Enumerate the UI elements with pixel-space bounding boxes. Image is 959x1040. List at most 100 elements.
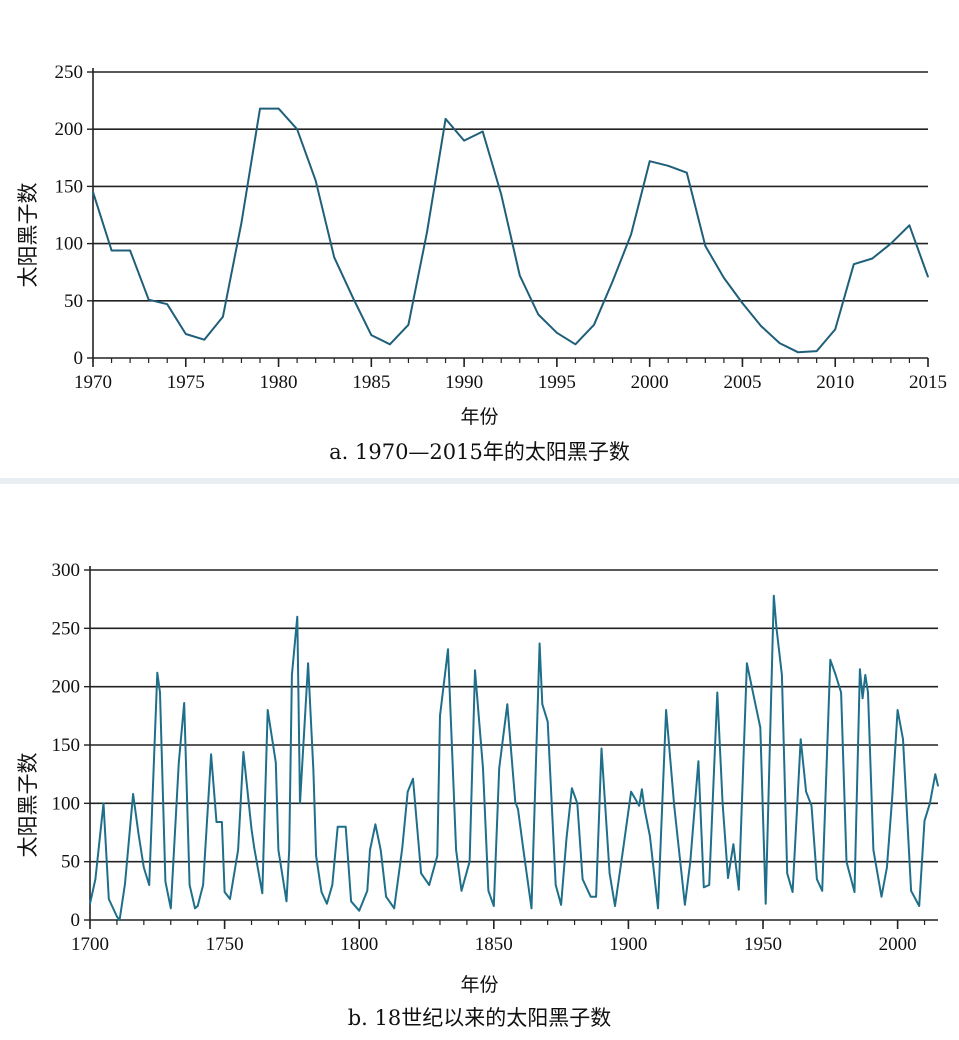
chart-b-data-point [420,872,422,875]
chart-b-data-point [891,796,894,799]
chart-b-data-point [143,866,145,869]
chart-b-data-point [385,895,387,898]
chart-b-data-point [196,905,199,907]
chart-b-ytick-label: 200 [52,677,81,698]
chart-b-data-point [614,905,616,907]
chart-b-xtick-label: 1700 [71,934,109,955]
chart-b-data-point [366,890,369,892]
chart-b-xtick-label: 1950 [744,934,782,955]
chart-a-data-point [537,313,540,316]
chart-b-ytick-label: 50 [61,852,80,873]
chart-b-data-point [595,895,597,898]
chart-a-ytick-label: 100 [55,234,84,255]
chart-a-xtick-label: 1995 [538,372,576,393]
chart-b-data-point [266,709,269,711]
chart-b-data-point [622,849,624,851]
chart-a-data-point [147,298,150,301]
chart-b-data-point [657,907,659,910]
chart-b-data-point [886,866,888,869]
chart-b-data-point [816,878,818,880]
chart-a-ytick-label: 150 [55,176,84,197]
chart-b-ylabel: 太阳黑子数 [16,752,40,858]
chart-a-data-point [444,118,447,120]
chart-a-data-point [351,296,354,299]
chart-b-data-point [697,760,700,763]
chart-a-data-point [333,256,336,259]
chart-b-data-point [169,907,172,910]
chart-a-data-point [871,257,874,260]
chart-b-data-point [132,793,134,795]
chart-b-data-point [689,860,692,863]
chart-b-xtick-label: 1750 [206,934,244,955]
chart-b-data-point [896,709,899,711]
chart-a-data-point [500,193,503,196]
chart-b-data-point [759,726,762,729]
chart-a-data-point [704,245,707,247]
chart-b-data-point [274,761,277,764]
chart-a-data-point [166,303,169,306]
chart-b-data-point [821,890,824,892]
chart-b-series-line [89,594,939,921]
chart-b-ytick-label: 300 [52,560,81,581]
chart-b-data-point [108,898,110,900]
chart-b-data-point [910,890,912,892]
chart-b-data-point [665,709,667,711]
chart-b-data-point [772,594,775,597]
chart-b-data-point [630,790,632,793]
chart-b-data-point [834,674,837,676]
chart-a-data-point [277,107,280,110]
chart-b-svg: 0 50 100 150 200 250 300 1700 1750 1800 1850 1900 19… [52,560,939,955]
chart-b-data-point [210,753,212,756]
chart-b-data-point [89,902,91,905]
chart-b-data-point [331,884,334,886]
chart-b-data-point [468,860,471,863]
chart-b-data-point [571,787,573,789]
chart-b-data-point [164,880,167,883]
chart-a-data-point [184,333,187,335]
chart-b-data-point [237,849,239,851]
chart-a-ytick-label: 200 [55,119,84,140]
chart-b-data-point [326,902,328,905]
chart-b-data-point [576,802,579,805]
chart-a-data-point [890,242,892,245]
chart-a-ytick-label: 0 [74,348,84,369]
chart-b-data-point [546,720,549,723]
chart-a-data-point [389,343,391,346]
chart-a-data-point [723,277,725,279]
chart-a-xtick-label: 2005 [723,372,761,393]
chart-b-data-point [517,808,519,810]
chart-a-xtick-label: 2010 [816,372,854,393]
chart-b-data-point [124,883,126,885]
chart-a-data-point [203,338,206,341]
chart-b-data-point [406,790,409,793]
chart-a-data-point [630,233,632,236]
chart-a-data-point [778,342,781,344]
chart-b-data-point [810,804,813,807]
chart-a: 0 50 100 150 200 250 1970 1975 1980 1985 1990 1995 2… [0,0,959,490]
chart-b-data-point [358,909,361,912]
chart-a-svg: 0 50 100 150 200 250 1970 1975 1980 1985 1990 1995 2… [55,62,948,393]
chart-b-data-point [285,900,288,903]
chart-b-data-point [148,884,151,886]
chart-b-data-point [188,884,191,886]
chart-b-data-point [530,907,533,910]
chart-a-caption: a. 1970—2015年的太阳黑子数 [329,440,630,464]
chart-b-data-point [923,820,926,822]
chart-b-data-point [732,843,735,845]
chart-b-data-point [336,825,339,828]
chart-b-data-point [482,767,484,770]
chart-a-data-point [927,275,929,278]
chart-b-data-point [350,900,352,903]
chart-b-data-point [506,703,509,705]
chart-b-data-point [746,662,748,665]
chart-a-xtick-label: 1970 [74,372,112,393]
chart-a-data-point [92,191,94,193]
chart-a-data-point [222,316,224,318]
chart-b-data-point [872,849,875,851]
chart-b-data-point [791,891,794,893]
chart-a-data-point [240,222,243,224]
chart-b-data-point [493,905,495,907]
chart-b-xtick-label: 1800 [340,934,378,955]
chart-b-data-point [880,895,883,898]
chart-a-data-point [370,334,373,336]
